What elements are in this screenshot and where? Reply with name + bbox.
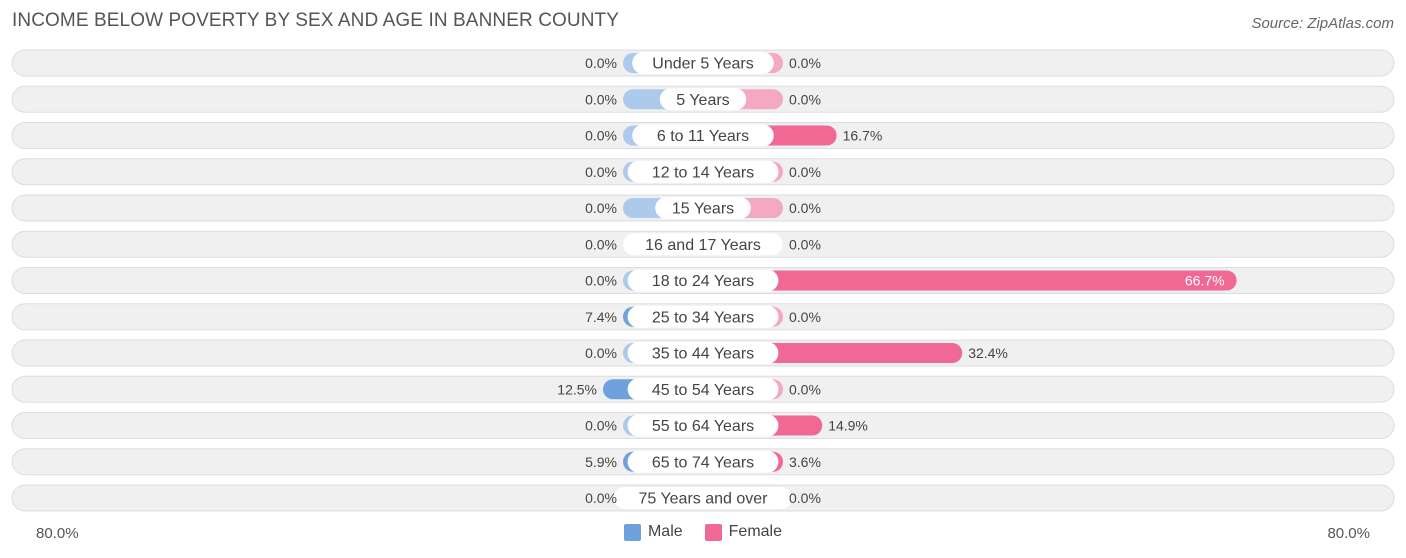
category-label: 55 to 64 Years	[652, 418, 754, 435]
category-label: 35 to 44 Years	[652, 346, 754, 363]
category-pill	[627, 305, 779, 328]
category-pill	[627, 450, 779, 473]
category-pill	[627, 378, 779, 401]
value-label-female: 0.0%	[789, 236, 821, 252]
value-label-male: 0.0%	[585, 273, 617, 289]
category-label: 16 and 17 Years	[645, 237, 761, 254]
category-pill	[655, 197, 751, 219]
category-label: 25 to 34 Years	[652, 309, 754, 326]
category-pill	[659, 88, 747, 111]
category-pill	[627, 414, 779, 437]
value-label-female: 0.0%	[789, 309, 821, 325]
value-label-male: 5.9%	[585, 454, 617, 470]
category-label: 15 Years	[672, 201, 734, 218]
value-label-female: 14.9%	[828, 418, 868, 434]
category-label: 12 to 14 Years	[652, 164, 754, 181]
value-label-female: 0.0%	[789, 55, 821, 71]
category-label: 75 Years and over	[639, 491, 769, 508]
value-label-female: 0.0%	[789, 490, 821, 506]
value-label-male: 7.4%	[585, 309, 617, 325]
value-label-male: 0.0%	[585, 55, 617, 71]
legend-swatch-male	[623, 523, 641, 541]
value-label-female: 16.7%	[843, 128, 883, 144]
category-label: Under 5 Years	[652, 56, 753, 73]
category-label: 45 to 54 Years	[652, 382, 754, 399]
value-label-female: 32.4%	[968, 345, 1008, 361]
legend: Male Female	[0, 523, 1406, 541]
legend-item-female[interactable]: Female	[704, 523, 783, 541]
value-label-male: 0.0%	[585, 236, 617, 252]
category-label: 18 to 24 Years	[652, 273, 754, 290]
chart-title: INCOME BELOW POVERTY BY SEX AND AGE IN B…	[12, 10, 620, 31]
category-pill	[627, 269, 779, 292]
bar-female	[703, 270, 1237, 291]
value-label-male: 0.0%	[585, 200, 617, 216]
value-label-male: 0.0%	[585, 345, 617, 361]
axis-right-label: 80.0%	[1327, 525, 1370, 542]
category-pill	[632, 52, 774, 74]
source-label: Source: ZipAtlas.com	[1251, 15, 1394, 32]
value-label-female: 0.0%	[789, 91, 821, 107]
value-label-male: 0.0%	[585, 164, 617, 180]
category-pill	[627, 342, 779, 364]
category-pill	[627, 160, 779, 183]
category-pill	[613, 487, 793, 509]
axis-left-label: 80.0%	[36, 525, 79, 542]
value-label-male: 0.0%	[585, 128, 617, 144]
category-label: 65 to 74 Years	[652, 454, 754, 471]
category-label: 6 to 11 Years	[657, 128, 749, 145]
value-label-female: 0.0%	[789, 164, 821, 180]
value-label-female: 66.7%	[1185, 273, 1225, 289]
chart-canvas: Under 5 Years 0.0% 0.0% 5 Years 0.0% 0.0% 6 to…	[11, 49, 1395, 512]
legend-label-female: Female	[728, 523, 783, 540]
category-pill	[632, 124, 774, 147]
value-label-male: 0.0%	[585, 490, 617, 506]
legend-item-male[interactable]: Male	[623, 523, 683, 541]
value-label-female: 3.6%	[789, 454, 821, 470]
value-label-female: 0.0%	[789, 200, 821, 216]
value-label-male: 0.0%	[585, 91, 617, 107]
value-label-male: 0.0%	[585, 418, 617, 434]
value-label-female: 0.0%	[789, 381, 821, 397]
legend-swatch-female	[704, 523, 722, 541]
value-label-male: 12.5%	[557, 381, 597, 397]
legend-label-male: Male	[647, 523, 683, 540]
category-pill	[623, 233, 783, 256]
category-label: 5 Years	[676, 92, 729, 109]
